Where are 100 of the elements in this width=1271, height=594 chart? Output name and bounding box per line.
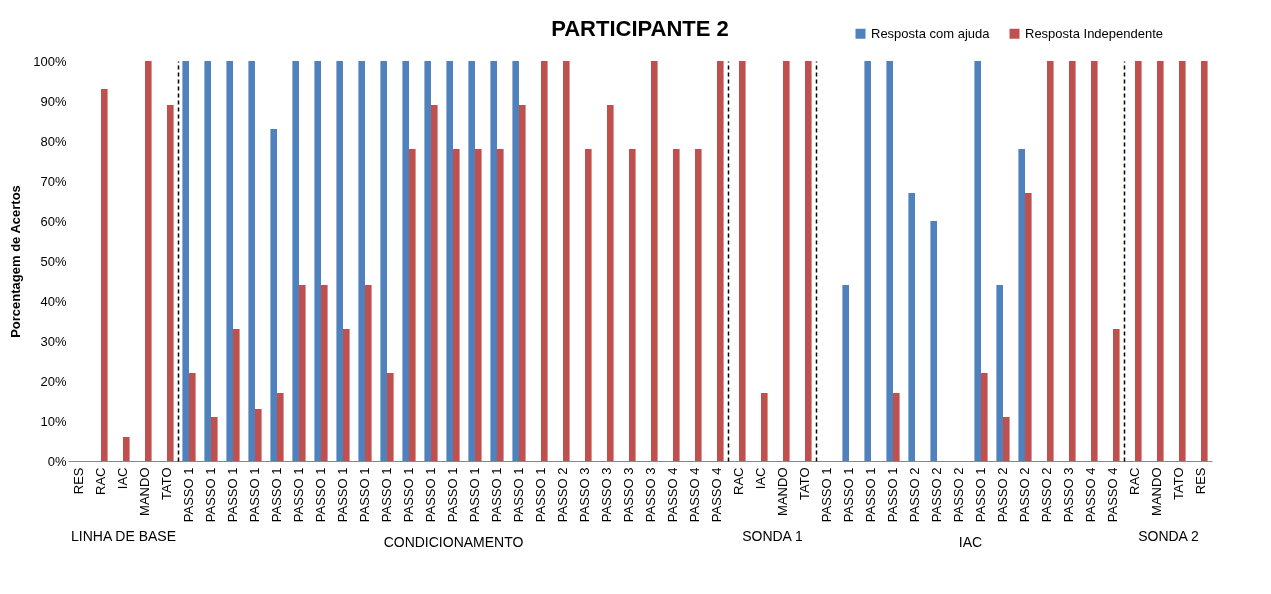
bar (930, 221, 937, 461)
x-tick-label: RAC (1127, 467, 1142, 495)
x-tick-label: PASSO 3 (599, 467, 614, 523)
y-tick-label: 100% (33, 53, 67, 69)
x-axis-title: SONDA 2 (1138, 527, 1200, 544)
x-tick-label: PASSO 2 (1017, 467, 1032, 523)
x-tick-label: MANDO (137, 467, 152, 516)
x-tick-label: RES (71, 467, 86, 495)
x-axis-title: CONDICIONAMENTO (383, 534, 524, 551)
x-tick-label: PASSO 2 (1039, 467, 1054, 523)
x-tick-label: PASSO 2 (555, 467, 570, 523)
x-tick-label: PASSO 2 (951, 467, 966, 523)
y-tick-label: 70% (40, 173, 67, 189)
bar (908, 193, 915, 461)
x-axis-title: IAC (958, 534, 983, 551)
bar (182, 61, 189, 461)
x-axis-title: SONDA 1 (742, 527, 804, 544)
bar (563, 61, 570, 461)
bar (233, 329, 240, 461)
bar (453, 149, 460, 461)
bar (468, 61, 475, 461)
bar (336, 61, 343, 461)
x-tick-label: PASSO 1 (533, 467, 548, 523)
x-tick-label: PASSO 1 (445, 467, 460, 523)
bar (431, 105, 438, 461)
bar (1047, 61, 1054, 461)
bar (974, 61, 981, 461)
y-tick-label: 90% (40, 93, 67, 109)
x-tick-label: PASSO 2 (907, 467, 922, 523)
bar (358, 61, 365, 461)
bar (292, 61, 299, 461)
bar (255, 409, 262, 461)
y-tick-label: 40% (40, 293, 67, 309)
x-tick-label: MANDO (1149, 467, 1164, 516)
x-tick-label: IAC (753, 467, 768, 490)
x-tick-label: PASSO 3 (1061, 467, 1076, 523)
x-tick-label: PASSO 4 (665, 467, 680, 523)
bar (402, 61, 409, 461)
bar (314, 61, 321, 461)
bar (981, 373, 988, 461)
bar (211, 417, 218, 461)
y-axis-title: Porcentagem de Acertos (8, 185, 24, 338)
bar (996, 285, 1003, 461)
y-tick-label: 80% (40, 133, 67, 149)
legend-label: Resposta Independente (1025, 25, 1164, 41)
x-tick-label: TATO (797, 467, 812, 500)
x-tick-label: PASSO 1 (291, 467, 306, 523)
x-tick-label: PASSO 1 (819, 467, 834, 523)
x-tick-label: PASSO 1 (863, 467, 878, 523)
bar (717, 61, 724, 461)
x-tick-label: MANDO (775, 467, 790, 516)
x-tick-label: RES (1193, 467, 1208, 495)
bar (893, 393, 900, 461)
y-tick-label: 10% (40, 413, 67, 429)
x-tick-label: PASSO 1 (379, 467, 394, 523)
bar (321, 285, 328, 461)
bar (167, 105, 174, 461)
x-axis-title: LINHA DE BASE (70, 527, 177, 544)
x-tick-label: PASSO 1 (269, 467, 284, 523)
y-tick-label: 20% (40, 373, 67, 389)
bar (446, 61, 453, 461)
bar (519, 105, 526, 461)
bar (629, 149, 636, 461)
y-tick-label: 60% (40, 213, 67, 229)
x-tick-label: PASSO 1 (247, 467, 262, 523)
bar (1018, 149, 1025, 461)
x-tick-label: PASSO 1 (335, 467, 350, 523)
bar (204, 61, 211, 461)
x-tick-label: PASSO 1 (489, 467, 504, 523)
x-tick-label: PASSO 1 (885, 467, 900, 523)
bar (343, 329, 350, 461)
bar (475, 149, 482, 461)
y-tick-label: 0% (47, 453, 67, 469)
x-tick-label: PASSO 4 (709, 467, 724, 523)
x-tick-label: PASSO 3 (643, 467, 658, 523)
bar (842, 285, 849, 461)
bar (248, 61, 255, 461)
x-tick-label: PASSO 1 (203, 467, 218, 523)
bar (864, 61, 871, 461)
x-tick-label: PASSO 1 (841, 467, 856, 523)
bar (497, 149, 504, 461)
y-tick-label: 30% (40, 333, 67, 349)
bar (299, 285, 306, 461)
x-tick-label: PASSO 2 (995, 467, 1010, 523)
bar (695, 149, 702, 461)
x-tick-label: PASSO 4 (1105, 467, 1120, 523)
x-tick-label: PASSO 1 (313, 467, 328, 523)
bar (1003, 417, 1010, 461)
x-tick-label: PASSO 1 (401, 467, 416, 523)
bar (607, 105, 614, 461)
bar (365, 285, 372, 461)
x-tick-label: IAC (115, 467, 130, 490)
chart-title: PARTICIPANTE 2 (551, 16, 729, 41)
bar (1069, 61, 1076, 461)
legend-label: Resposta com ajuda (871, 25, 991, 41)
bar (585, 149, 592, 461)
bar (886, 61, 893, 461)
x-tick-label: TATO (159, 467, 174, 500)
bar (1113, 329, 1120, 461)
x-tick-label: PASSO 4 (687, 467, 702, 523)
